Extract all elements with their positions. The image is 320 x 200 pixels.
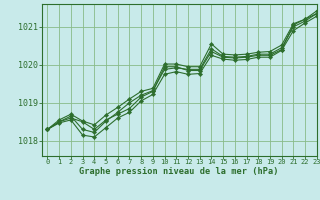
X-axis label: Graphe pression niveau de la mer (hPa): Graphe pression niveau de la mer (hPa): [79, 167, 279, 176]
